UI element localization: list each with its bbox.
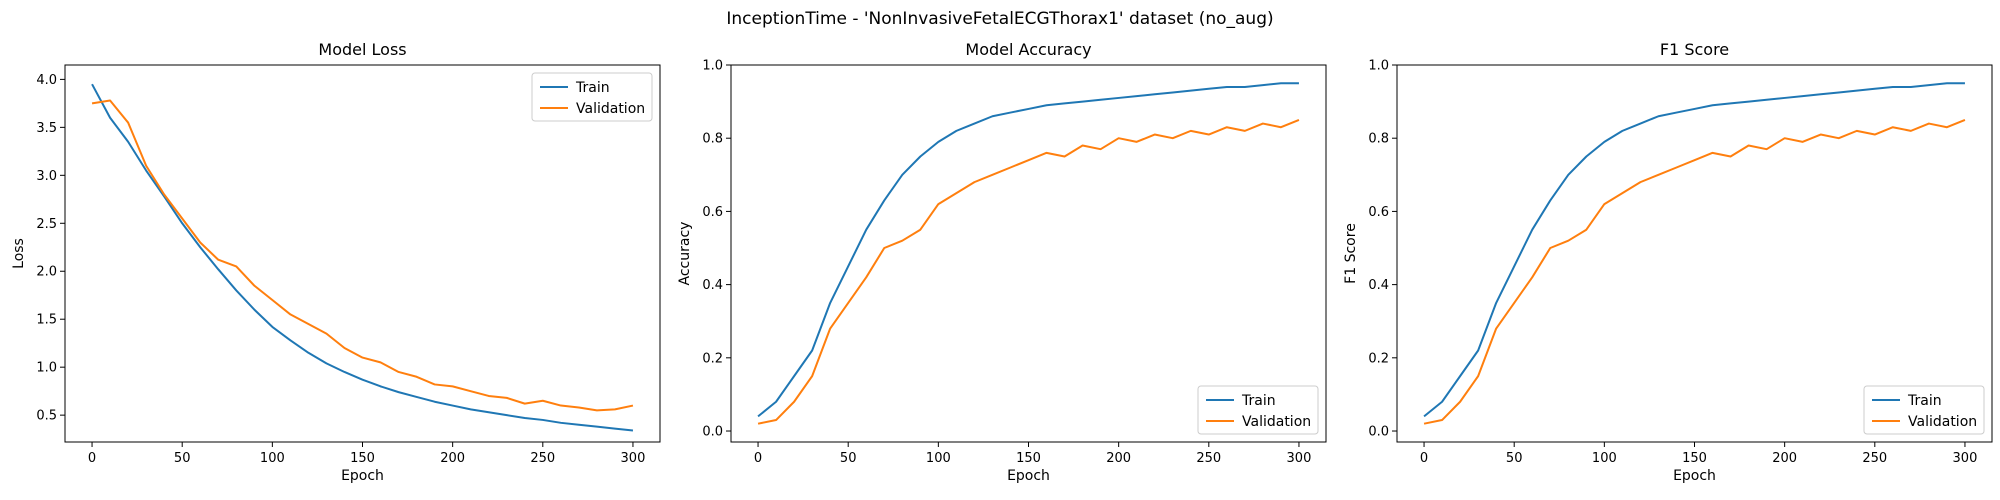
y-tick-label: 3.5 bbox=[36, 121, 57, 136]
x-tick-label: 300 bbox=[1287, 451, 1312, 466]
panels: Model Loss 0 50 100 150 200 250 300 0.5 1.0 1.5 2.0… bbox=[11, 40, 1993, 484]
x-tick-label: 0 bbox=[1420, 451, 1428, 466]
panel-f1-score: F1 Score 0 50 100 150 200 250 300 0.0 0.2 0.4 0.6 0.… bbox=[1343, 40, 1993, 484]
y-tick-label: 3.0 bbox=[36, 169, 57, 184]
y-tick-label: 0.2 bbox=[1368, 351, 1389, 366]
x-tick-label: 150 bbox=[350, 451, 375, 466]
x-tick-label: 50 bbox=[174, 451, 191, 466]
series-line-validation bbox=[1423, 118, 1966, 425]
x-tick-label: 200 bbox=[1772, 451, 1797, 466]
series-group bbox=[1423, 82, 1966, 425]
panel-title: Model Accuracy bbox=[965, 40, 1091, 59]
series-line-validation bbox=[757, 118, 1300, 425]
x-tick-label: 150 bbox=[1016, 451, 1041, 466]
axes-frame bbox=[1396, 64, 1993, 443]
y-tick-label: 0.8 bbox=[702, 132, 723, 147]
y-tick-label: 0.6 bbox=[702, 205, 723, 220]
legend-label-train: Train bbox=[1907, 393, 1942, 409]
legend-label-validation: Validation bbox=[576, 101, 645, 117]
x-tick-label: 100 bbox=[926, 451, 951, 466]
y-tick-label: 1.5 bbox=[36, 313, 57, 328]
y-tick-label: 0.2 bbox=[702, 351, 723, 366]
y-tick-label: 4.0 bbox=[36, 73, 57, 88]
x-tick-label: 250 bbox=[1196, 451, 1221, 466]
x-tick-label: 250 bbox=[1862, 451, 1887, 466]
y-tick-label: 0.4 bbox=[1368, 278, 1389, 293]
x-tick-label: 300 bbox=[1953, 451, 1978, 466]
legend-label-train: Train bbox=[1241, 393, 1276, 409]
y-tick-label: 0.6 bbox=[1368, 205, 1389, 220]
x-tick-label: 50 bbox=[840, 451, 857, 466]
series-line-validation bbox=[91, 99, 634, 412]
y-axis-label: Loss bbox=[11, 238, 27, 269]
legend: Train Validation bbox=[1197, 385, 1319, 435]
x-tick-label: 250 bbox=[530, 451, 555, 466]
y-axis-label: F1 Score bbox=[1343, 223, 1359, 284]
x-tick-label: 100 bbox=[260, 451, 285, 466]
series-line-train bbox=[1423, 82, 1965, 418]
x-axis-label: Epoch bbox=[341, 468, 384, 484]
y-tick-label: 0.4 bbox=[702, 278, 723, 293]
panel-title: Model Loss bbox=[318, 40, 406, 59]
x-tick-label: 100 bbox=[1592, 451, 1617, 466]
y-tick-label: 0.5 bbox=[36, 409, 57, 424]
x-tick-label: 0 bbox=[88, 451, 96, 466]
x-tick-label: 200 bbox=[440, 451, 465, 466]
x-tick-label: 50 bbox=[1506, 451, 1523, 466]
axes-frame bbox=[64, 64, 661, 443]
axes-frame bbox=[730, 64, 1327, 443]
y-tick-label: 1.0 bbox=[702, 59, 723, 74]
series-line-train bbox=[757, 82, 1299, 418]
x-axis-label: Epoch bbox=[1673, 468, 1716, 484]
y-tick-label: 2.5 bbox=[36, 217, 57, 232]
figure-title: InceptionTime - 'NonInvasiveFetalECGThor… bbox=[726, 9, 1273, 29]
panel-title: F1 Score bbox=[1660, 40, 1729, 59]
x-tick-label: 200 bbox=[1106, 451, 1131, 466]
legend: Train Validation bbox=[531, 72, 653, 122]
series-group bbox=[91, 83, 634, 432]
legend-label-validation: Validation bbox=[1242, 414, 1311, 430]
x-axis-label: Epoch bbox=[1007, 468, 1050, 484]
series-line-train bbox=[91, 83, 634, 432]
legend-label-validation: Validation bbox=[1908, 414, 1977, 430]
x-tick-label: 300 bbox=[621, 451, 646, 466]
y-tick-label: 0.0 bbox=[1368, 425, 1389, 440]
y-tick-label: 0.8 bbox=[1368, 132, 1389, 147]
y-tick-label: 2.0 bbox=[36, 265, 57, 280]
x-tick-label: 150 bbox=[1682, 451, 1707, 466]
legend-label-train: Train bbox=[575, 80, 610, 96]
y-tick-label: 1.0 bbox=[36, 361, 57, 376]
y-tick-label: 1.0 bbox=[1368, 59, 1389, 74]
panel-model-loss: Model Loss 0 50 100 150 200 250 300 0.5 1.0 1.5 2.0… bbox=[11, 40, 661, 484]
y-tick-label: 0.0 bbox=[702, 425, 723, 440]
panel-model-accuracy: Model Accuracy 0 50 100 150 200 250 300 0.0 0.2 0.… bbox=[677, 40, 1327, 484]
legend: Train Validation bbox=[1863, 385, 1985, 435]
series-group bbox=[757, 82, 1300, 425]
x-tick-label: 0 bbox=[754, 451, 762, 466]
y-axis-label: Accuracy bbox=[677, 222, 693, 286]
